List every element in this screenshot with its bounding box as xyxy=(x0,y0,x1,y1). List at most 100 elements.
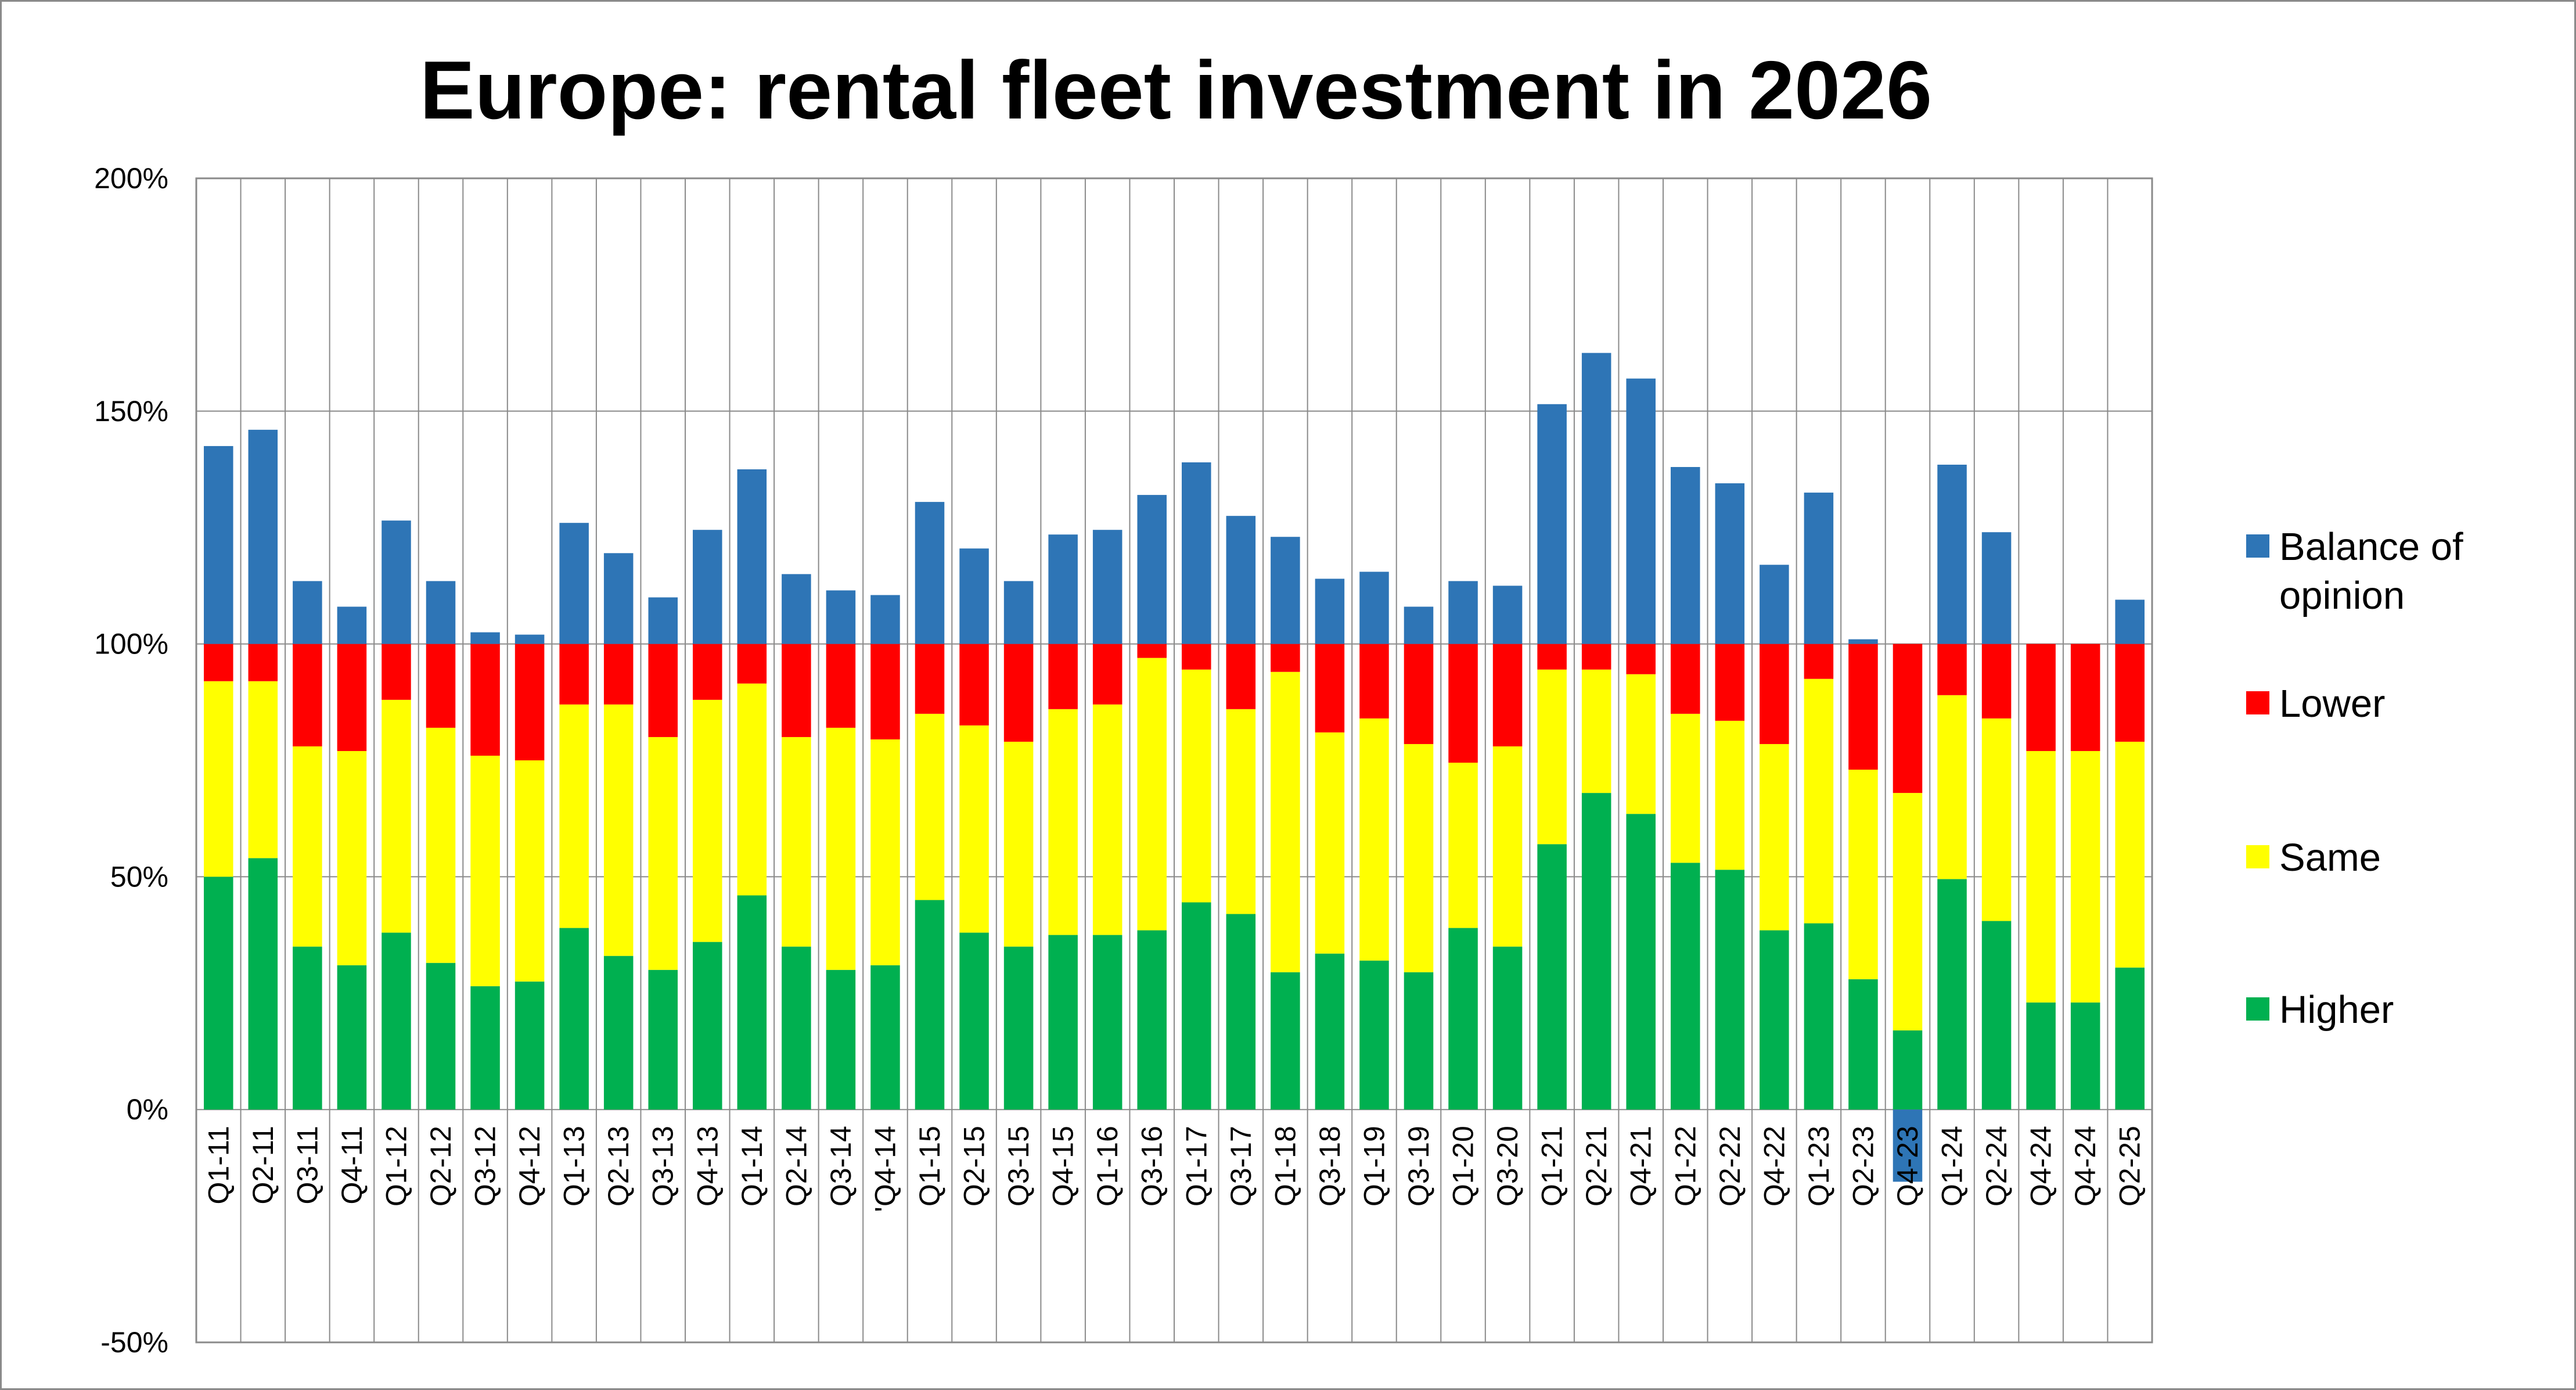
bar-balance-of-opinion xyxy=(737,469,767,644)
x-tick-label: Q3-11 xyxy=(291,1126,323,1204)
x-tick-label: Q2-25 xyxy=(2114,1126,2146,1206)
bar-same xyxy=(382,699,411,933)
x-tick-label: Q2-21 xyxy=(1580,1126,1613,1206)
bar-balance-of-opinion xyxy=(915,502,945,644)
bar-lower xyxy=(1404,644,1434,744)
x-tick-label: Q1-20 xyxy=(1447,1126,1480,1206)
bar-lower xyxy=(693,644,722,700)
x-tick-label: Q1-24 xyxy=(1936,1126,1969,1206)
x-tick-label: Q2-24 xyxy=(1980,1126,2013,1206)
bar-higher xyxy=(1137,930,1167,1110)
bar-higher xyxy=(559,928,589,1110)
bar-balance-of-opinion xyxy=(337,606,367,644)
bar-higher xyxy=(1537,844,1567,1110)
bar-higher xyxy=(870,965,900,1110)
bar-same xyxy=(2115,741,2145,968)
bar-balance-of-opinion xyxy=(1048,534,1078,644)
bar-lower xyxy=(204,644,233,681)
x-tick-label: Q2-14 xyxy=(780,1126,812,1206)
bar-same xyxy=(870,739,900,965)
bar-higher xyxy=(337,965,367,1110)
bar-higher xyxy=(426,962,456,1110)
bar-balance-of-opinion xyxy=(248,429,278,644)
bar-higher xyxy=(248,858,278,1110)
bar-lower xyxy=(515,644,545,760)
bar-same xyxy=(1137,658,1167,931)
bar-lower xyxy=(1671,644,1700,714)
bar-balance-of-opinion xyxy=(1671,466,1700,644)
bar-same xyxy=(1182,669,1211,903)
bar-lower xyxy=(293,644,322,746)
y-tick-label: -50% xyxy=(100,1326,168,1359)
x-tick-label: Q3-17 xyxy=(1225,1126,1257,1206)
bar-same xyxy=(693,699,722,942)
legend: Balance of opinion Lower Same Higher xyxy=(2246,525,2463,1032)
legend-label: Balance of xyxy=(2279,525,2463,569)
bar-same xyxy=(2070,750,2100,1003)
bar-balance-of-opinion xyxy=(204,446,233,644)
x-tick-label: Q4-11 xyxy=(336,1126,368,1204)
bar-balance-of-opinion xyxy=(382,520,411,644)
bar-lower xyxy=(1359,644,1389,719)
bar-same xyxy=(1271,671,1300,972)
bar-same xyxy=(2026,750,2056,1003)
bar-higher xyxy=(382,932,411,1110)
bar-balance-of-opinion xyxy=(1137,495,1167,644)
x-tick-label: Q3-15 xyxy=(1002,1126,1035,1206)
bar-lower xyxy=(603,644,634,705)
bar-higher xyxy=(1492,946,1523,1110)
x-tick-label: Q4-15 xyxy=(1047,1126,1080,1206)
bar-balance-of-opinion xyxy=(1715,483,1745,644)
x-tick-label: Q1-21 xyxy=(1536,1126,1568,1206)
legend-swatch xyxy=(2246,691,2269,714)
bar-higher xyxy=(1626,814,1656,1110)
bar-lower xyxy=(248,644,278,681)
bar-higher xyxy=(1448,928,1478,1110)
bar-same xyxy=(1048,709,1078,935)
bar-same xyxy=(1804,678,1834,924)
bar-same xyxy=(603,704,634,956)
legend-label: opinion xyxy=(2279,574,2405,617)
bar-higher xyxy=(1182,902,1211,1110)
bar-lower xyxy=(1848,644,1878,770)
bar-higher xyxy=(1671,863,1700,1110)
x-tick-label: Q2-15 xyxy=(958,1126,991,1206)
x-tick-label: Q2-23 xyxy=(1847,1126,1879,1206)
bar-lower xyxy=(1537,644,1567,670)
bar-lower xyxy=(1937,644,1967,695)
bar-higher xyxy=(1271,972,1300,1110)
bar-balance-of-opinion xyxy=(1092,530,1122,644)
bar-balance-of-opinion xyxy=(426,581,456,644)
bar-higher xyxy=(1404,972,1434,1110)
bars xyxy=(204,353,2145,1182)
bar-higher xyxy=(1048,935,1078,1110)
bar-higher xyxy=(603,956,634,1110)
bar-lower xyxy=(2070,644,2100,751)
bar-balance-of-opinion xyxy=(470,632,500,644)
bar-same xyxy=(1937,695,1967,879)
bar-higher xyxy=(915,900,945,1110)
bar-lower xyxy=(470,644,500,756)
bar-balance-of-opinion xyxy=(1848,639,1878,644)
y-tick-label: 50% xyxy=(110,860,168,893)
x-tick-label: Q4-24 xyxy=(2069,1126,2102,1206)
bar-same xyxy=(1315,732,1345,954)
bar-lower xyxy=(2115,644,2145,742)
bar-lower xyxy=(1760,644,1789,744)
bar-lower xyxy=(1048,644,1078,709)
bar-lower xyxy=(2026,644,2056,751)
bar-same xyxy=(1893,793,1923,1030)
legend-swatch xyxy=(2246,534,2269,558)
bar-higher xyxy=(2115,967,2145,1110)
bar-same xyxy=(1492,746,1523,947)
bar-balance-of-opinion xyxy=(693,530,722,644)
bar-lower xyxy=(1182,644,1211,670)
bar-higher xyxy=(1715,870,1745,1110)
bar-balance-of-opinion xyxy=(1226,516,1256,644)
bar-lower xyxy=(382,644,411,700)
bar-same xyxy=(559,704,589,928)
bar-balance-of-opinion xyxy=(293,581,322,644)
bar-balance-of-opinion xyxy=(1003,581,1034,644)
bar-higher xyxy=(1760,930,1789,1110)
x-tick-label: Q2-12 xyxy=(424,1126,457,1206)
